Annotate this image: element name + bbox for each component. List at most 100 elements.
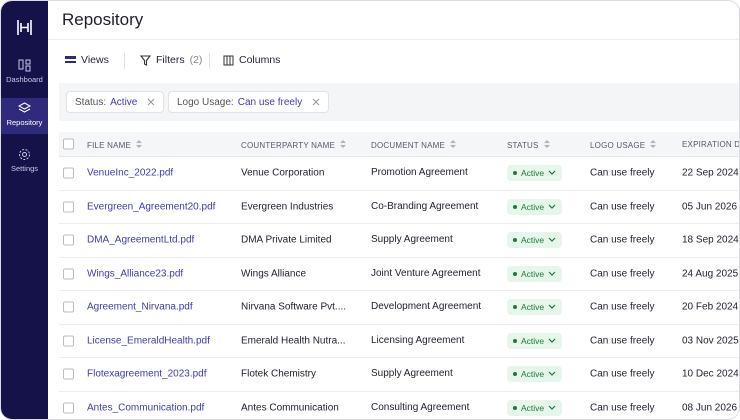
filter-count: (2) — [189, 54, 203, 66]
document-name: Supply Agreement — [371, 368, 453, 380]
status-badge[interactable]: Active — [507, 366, 563, 383]
row-checkbox[interactable] — [63, 234, 74, 246]
status-text: Active — [521, 335, 545, 346]
status-dot — [513, 171, 517, 176]
columns-button[interactable]: Columns — [223, 54, 280, 66]
logo-usage: Can use freely — [590, 402, 655, 414]
icon — [548, 271, 556, 276]
icon — [548, 338, 556, 343]
column-header[interactable]: DOCUMENT NAME — [371, 140, 457, 150]
columns-label: Columns — [239, 54, 281, 66]
column-header[interactable]: COUNTERPARTY NAME — [241, 140, 347, 150]
expiration-date: 22 Sep 2024 — [682, 167, 739, 179]
counterparty-name: Venue Corporation — [241, 167, 325, 179]
status-badge[interactable]: Active — [507, 198, 563, 215]
column-header[interactable]: STATUS — [507, 140, 550, 150]
row-checkbox[interactable] — [63, 201, 74, 213]
status-badge[interactable]: Active — [507, 165, 563, 182]
icon — [548, 371, 556, 377]
icon — [19, 149, 30, 160]
filters-button[interactable]: Filters (2) — [140, 54, 202, 66]
file-name[interactable]: Flotexagreement_2023.pdf — [87, 368, 207, 380]
select-all-checkbox[interactable] — [63, 138, 74, 150]
table-row: Antes_Communication.pdf Antes Communicati… — [59, 392, 739, 420]
icon — [548, 304, 556, 310]
nav-label: Repository — [6, 118, 43, 127]
counterparty-name: Flotek Chemistry — [241, 368, 317, 380]
sidebar: Dashboard Repository Settings — [1, 1, 48, 419]
document-name: Co-Branding Agreement — [371, 200, 479, 212]
chip-label: Status: — [75, 96, 107, 108]
logo-usage: Can use freely — [590, 201, 655, 213]
file-name[interactable]: VenueInc_2022.pdf — [87, 167, 174, 179]
column-header[interactable]: FILE NAME — [87, 140, 143, 150]
document-name: Promotion Agreement — [371, 167, 468, 179]
views-button[interactable]: Views — [65, 54, 109, 66]
nav-item[interactable]: Settings — [1, 144, 48, 180]
remove-chip[interactable] — [312, 98, 320, 106]
expiration-date: 10 Dec 2024 — [682, 368, 739, 380]
row-checkbox[interactable] — [63, 301, 74, 313]
status-dot — [513, 338, 517, 343]
icon — [548, 405, 556, 410]
row-checkbox[interactable] — [63, 335, 74, 347]
logo — [17, 20, 32, 35]
document-name: Consulting Agreement — [371, 401, 470, 413]
row-checkbox[interactable] — [63, 167, 74, 179]
file-name[interactable]: Evergreen_Agreement20.pdf — [87, 201, 216, 213]
column-title: FILE NAME — [87, 141, 132, 150]
chip-value: Can use freely — [237, 96, 303, 108]
icon — [450, 140, 457, 148]
table-row: Flotexagreement_2023.pdf Flotek Chemistry… — [59, 358, 739, 392]
column-title: STATUS — [507, 141, 539, 150]
page-title: Repository — [62, 10, 144, 29]
document-name: Licensing Agreement — [371, 334, 465, 346]
document-name: Development Agreement — [371, 301, 482, 313]
row-checkbox[interactable] — [63, 368, 74, 380]
nav-item[interactable]: Dashboard — [1, 55, 48, 91]
icon — [340, 140, 347, 148]
remove-chip[interactable] — [147, 98, 155, 106]
status-badge[interactable]: Active — [507, 265, 563, 282]
nav-label: Settings — [10, 164, 39, 173]
column-title: EXPIRATION DATE — [682, 140, 740, 149]
column-title: LOGO USAGE — [590, 141, 646, 150]
file-name[interactable]: DMA_AgreementLtd.pdf — [87, 234, 195, 246]
file-name[interactable]: Antes_Communication.pdf — [87, 402, 205, 414]
expiration-date: 20 Feb 2024 — [682, 301, 739, 313]
nav-label: Dashboard — [6, 75, 43, 84]
expiration-date: 05 Jun 2026 — [682, 201, 738, 213]
icon — [548, 170, 556, 176]
table-row: Evergreen_Agreement20.pdf Evergreen Indus… — [59, 191, 739, 224]
status-text: Active — [521, 369, 545, 380]
counterparty-name: DMA Private Limited — [241, 234, 332, 246]
file-name[interactable]: Wings_Alliance23.pdf — [87, 268, 184, 280]
table-row: License_EmeraldHealth.pdf Emerald Health … — [59, 325, 739, 358]
row-checkbox[interactable] — [63, 268, 74, 280]
filters-label: Filters — [156, 54, 185, 66]
logo-usage: Can use freely — [590, 301, 655, 313]
filter-chip[interactable]: Logo Usage: Can use freely — [168, 91, 330, 113]
status-badge[interactable]: Active — [507, 299, 563, 316]
filter-chip[interactable]: Status: Active — [66, 91, 165, 113]
expiration-date: 18 Sep 2024 — [682, 234, 739, 246]
file-name[interactable]: Agreement_Nirvana.pdf — [87, 301, 193, 313]
file-name[interactable]: License_EmeraldHealth.pdf — [87, 335, 210, 347]
icon — [18, 59, 31, 72]
nav-item[interactable]: Repository — [1, 98, 48, 134]
row-checkbox[interactable] — [63, 402, 74, 414]
status-dot — [513, 305, 517, 310]
table-header: FILE NAME COUNTERPARTY NAME DOCUMENT NAME S… — [59, 132, 740, 157]
status-badge[interactable]: Active — [507, 332, 563, 349]
icon — [650, 140, 657, 148]
document-name: Joint Venture Agreement — [371, 267, 481, 279]
status-badge[interactable]: Active — [507, 399, 563, 416]
column-header[interactable]: LOGO USAGE — [590, 140, 657, 150]
column-title: DOCUMENT NAME — [371, 141, 446, 150]
counterparty-name: Nirvana Software Pvt.... — [241, 301, 347, 313]
counterparty-name: Evergreen Industries — [241, 201, 334, 213]
status-badge[interactable]: Active — [507, 232, 563, 249]
separator — [209, 53, 210, 69]
icon — [548, 204, 556, 209]
